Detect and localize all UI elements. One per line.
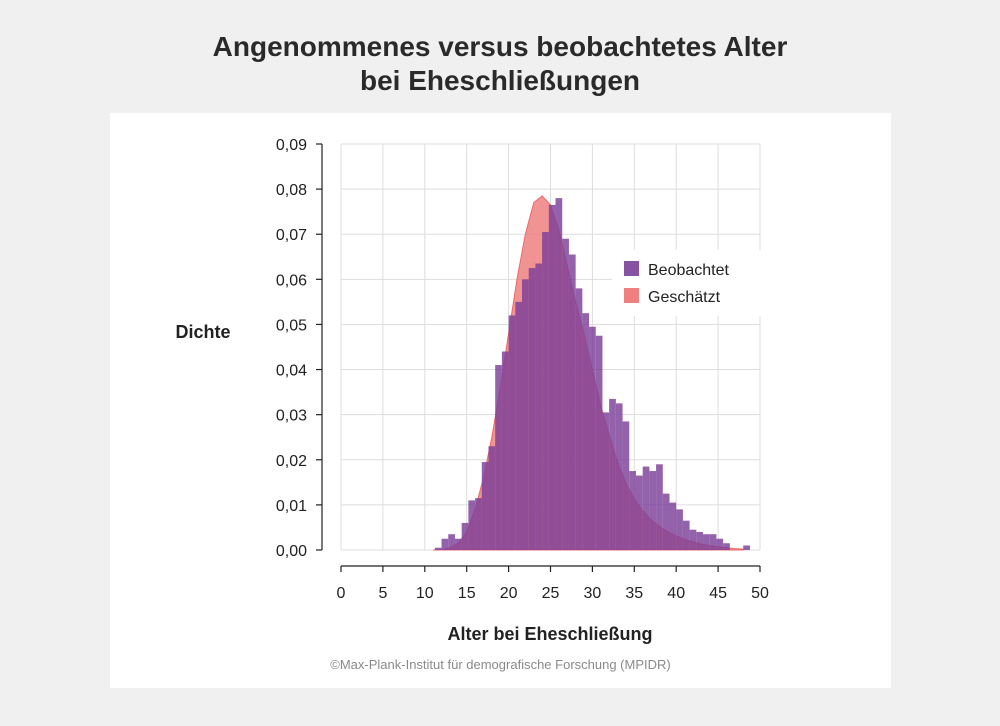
histogram-bar-20 bbox=[568, 254, 576, 550]
histogram-bar-39 bbox=[696, 531, 704, 550]
y-tick-label-9: 0,09 bbox=[276, 137, 307, 154]
histogram-bar-9 bbox=[495, 365, 502, 550]
y-tick-label-0: 0,00 bbox=[276, 543, 307, 560]
x-tick-label-8: 40 bbox=[667, 585, 685, 602]
x-tick-label-4: 20 bbox=[500, 585, 518, 602]
legend-label-geschaetzt: Geschätzt bbox=[648, 289, 721, 306]
histogram-bar-37 bbox=[682, 520, 690, 550]
histogram-bar-33 bbox=[656, 464, 663, 550]
legend-swatch-beobachtet bbox=[624, 261, 639, 276]
histogram-bar-38 bbox=[689, 529, 697, 550]
histogram-bar-25 bbox=[602, 412, 610, 550]
histogram-bar-11 bbox=[508, 315, 516, 550]
histogram-bar-8 bbox=[488, 446, 496, 550]
histogram-bar-19 bbox=[562, 238, 569, 550]
histogram-bar-17 bbox=[548, 204, 556, 550]
x-tick-label-3: 15 bbox=[458, 585, 476, 602]
histogram-bar-21 bbox=[575, 288, 583, 550]
histogram-bar-32 bbox=[649, 471, 657, 550]
histogram-bar-5 bbox=[468, 500, 476, 550]
y-tick-label-4: 0,04 bbox=[276, 363, 307, 380]
histogram-bar-29 bbox=[629, 471, 636, 550]
histogram-bar-7 bbox=[481, 462, 489, 550]
x-tick-label-5: 25 bbox=[542, 585, 560, 602]
legend-label-beobachtet: Beobachtet bbox=[648, 262, 730, 279]
histogram-bar-31 bbox=[642, 466, 650, 550]
histogram-bar-41 bbox=[709, 534, 717, 550]
histogram-bar-24 bbox=[595, 335, 603, 550]
y-tick-label-7: 0,07 bbox=[276, 227, 307, 244]
histogram-bar-6 bbox=[475, 498, 482, 550]
histogram-bar-13 bbox=[522, 279, 529, 550]
histogram-bar-3 bbox=[454, 538, 462, 550]
histogram-bar-30 bbox=[635, 475, 643, 550]
histogram-bar-14 bbox=[528, 268, 536, 550]
histogram-bar-0 bbox=[434, 547, 442, 550]
histogram-bar-16 bbox=[542, 231, 549, 550]
histogram-bar-40 bbox=[703, 534, 710, 550]
histogram-bar-46 bbox=[743, 545, 750, 550]
x-tick-label-2: 10 bbox=[416, 585, 434, 602]
histogram-bar-12 bbox=[515, 301, 523, 550]
x-tick-label-0: 0 bbox=[337, 585, 346, 602]
histogram-bar-1 bbox=[441, 538, 449, 550]
histogram-bar-27 bbox=[615, 403, 623, 550]
x-tick-label-1: 5 bbox=[378, 585, 387, 602]
histogram-bar-28 bbox=[622, 421, 630, 550]
histogram-bar-23 bbox=[589, 326, 596, 550]
histogram-bar-15 bbox=[535, 263, 543, 550]
series-beobachtet-bars bbox=[434, 198, 750, 550]
x-tick-label-6: 30 bbox=[584, 585, 602, 602]
histogram-bar-43 bbox=[723, 543, 730, 550]
y-tick-label-1: 0,01 bbox=[276, 498, 307, 515]
histogram-bar-4 bbox=[461, 522, 469, 550]
histogram-bar-10 bbox=[501, 351, 509, 550]
legend-background bbox=[612, 250, 762, 316]
x-axis-label: Alter bei Eheschließung bbox=[447, 624, 652, 644]
credit-text: ©Max-Plank-Institut für demografische Fo… bbox=[330, 657, 671, 672]
x-tick-label-7: 35 bbox=[625, 585, 643, 602]
histogram-bar-34 bbox=[662, 493, 670, 550]
chart-title: Angenommenes versus beobachtetes Alter b… bbox=[0, 30, 1000, 98]
legend-swatch-geschaetzt bbox=[624, 288, 639, 303]
y-tick-label-8: 0,08 bbox=[276, 182, 307, 199]
title-line-2: bei Eheschließungen bbox=[359, 65, 641, 96]
chart-legend bbox=[612, 250, 762, 316]
histogram-bar-26 bbox=[609, 398, 616, 550]
histogram-bar-22 bbox=[582, 313, 590, 550]
histogram-bar-42 bbox=[716, 538, 724, 550]
y-axis-label: Dichte bbox=[175, 322, 230, 342]
x-tick-label-9: 45 bbox=[709, 585, 727, 602]
histogram-bar-36 bbox=[676, 509, 683, 550]
y-tick-label-2: 0,02 bbox=[276, 453, 307, 470]
y-tick-label-3: 0,03 bbox=[276, 408, 307, 425]
histogram-bar-18 bbox=[555, 198, 563, 550]
title-line-1: Angenommenes versus beobachtetes Alter bbox=[212, 31, 788, 62]
y-tick-label-5: 0,05 bbox=[276, 317, 307, 334]
y-tick-label-6: 0,06 bbox=[276, 272, 307, 289]
histogram-bar-2 bbox=[448, 534, 455, 550]
x-tick-label-10: 50 bbox=[751, 585, 769, 602]
histogram-bar-35 bbox=[669, 502, 677, 550]
